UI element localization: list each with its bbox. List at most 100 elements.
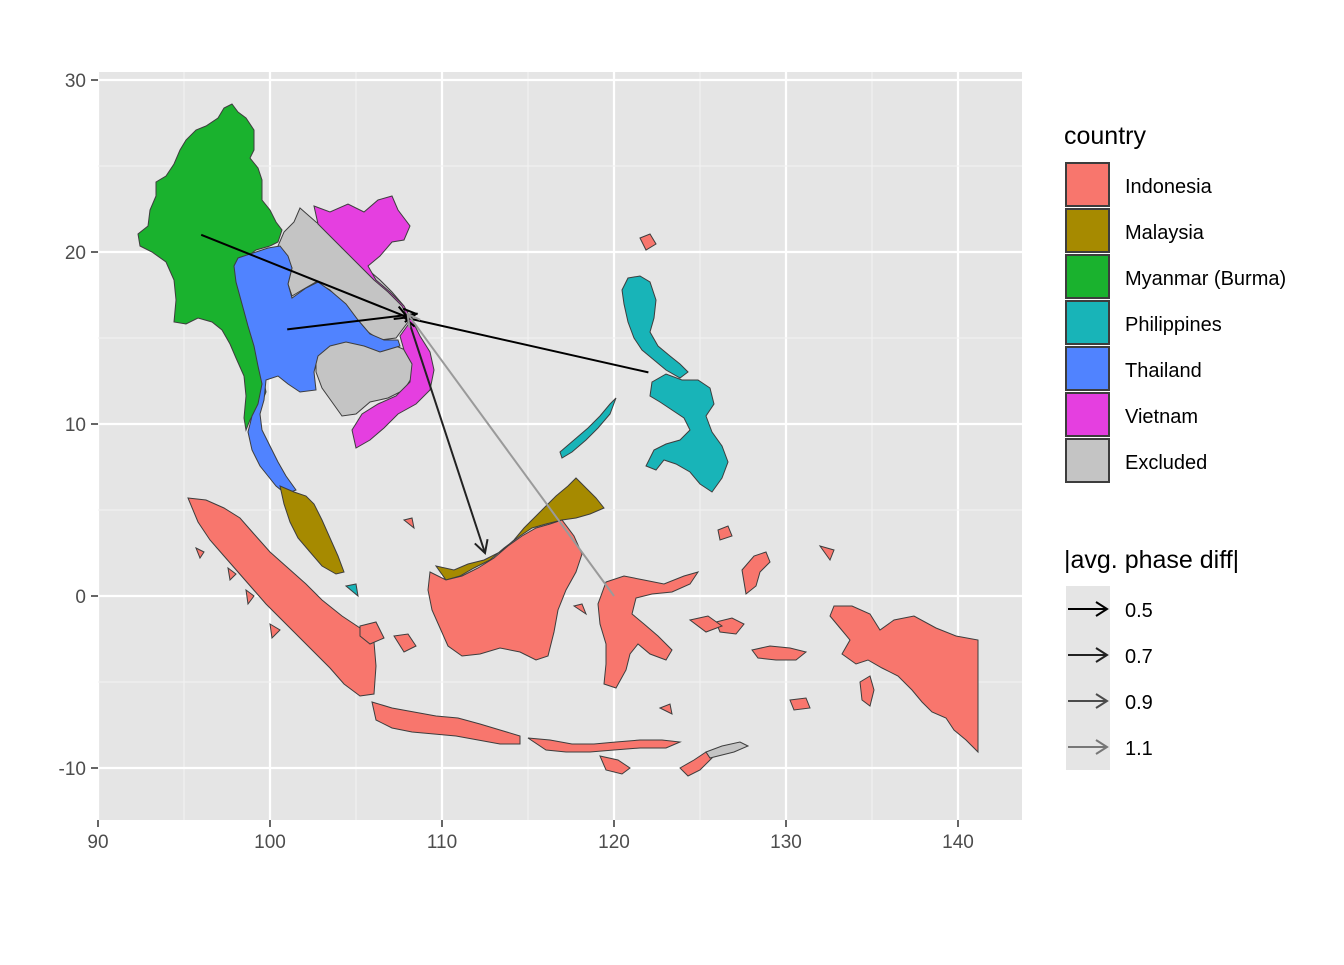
legend-swatch xyxy=(1065,392,1110,437)
x-tick-label: 140 xyxy=(942,832,974,853)
legend-country-item: Thailand xyxy=(1065,346,1202,391)
country-indonesia-papua xyxy=(829,605,979,754)
island-shape xyxy=(195,546,205,560)
legend-arrow-head xyxy=(1095,647,1109,663)
phase-arrow-shaft xyxy=(406,317,486,554)
legend-phase-item: 0.7 xyxy=(1068,646,1153,668)
country-indonesia-sumatra xyxy=(187,497,377,697)
country-thailand xyxy=(233,245,401,495)
x-tick-label: 90 xyxy=(87,832,108,853)
country-indonesia-kalimantan xyxy=(427,519,583,661)
legend-country-label: Myanmar (Burma) xyxy=(1125,268,1286,290)
legend-phase-item: 0.5 xyxy=(1068,600,1153,622)
island-shape xyxy=(688,615,724,633)
island-shape xyxy=(789,697,811,711)
x-tick-label: 110 xyxy=(427,832,457,853)
phase-arrow-head xyxy=(474,539,489,555)
x-axis: 90 100 110 120 130 140 xyxy=(87,820,974,853)
phase-arrow-head xyxy=(402,312,418,328)
phase-arrow xyxy=(406,312,615,597)
island-shape xyxy=(658,703,673,715)
island-shape xyxy=(269,623,281,640)
y-tick-label: 20 xyxy=(65,243,86,264)
legend-phase-background xyxy=(1066,586,1110,770)
phase-arrow-shaft xyxy=(403,316,649,374)
x-tick-label: 100 xyxy=(254,832,286,853)
country-myanmar xyxy=(137,103,283,432)
legend-phase-label: 1.1 xyxy=(1125,738,1153,760)
island-shape xyxy=(359,621,385,645)
phase-arrow-shaft xyxy=(287,312,417,331)
phase-arrow-shaft xyxy=(200,233,408,319)
x-tick-label: 130 xyxy=(770,832,802,853)
x-tick-label: 120 xyxy=(598,832,630,853)
island-shape xyxy=(639,233,657,251)
country-malaysia-peninsula xyxy=(279,485,345,575)
y-axis: -10 0 10 20 30 xyxy=(59,71,98,780)
legend-phase-item: 1.1 xyxy=(1068,738,1153,760)
legend-swatch xyxy=(1065,162,1110,207)
legend-swatch xyxy=(1065,254,1110,299)
legend-country-item: Malaysia xyxy=(1065,208,1205,253)
y-tick-label: 0 xyxy=(75,587,86,608)
legend-country-item: Myanmar (Burma) xyxy=(1065,254,1286,299)
small-islands xyxy=(195,233,835,715)
legend-phase-title: |avg. phase diff| xyxy=(1064,546,1239,574)
legend-swatch xyxy=(1065,208,1110,253)
country-indonesia-aru xyxy=(859,675,875,707)
country-philippines-palawan xyxy=(559,397,617,459)
phase-arrow xyxy=(402,312,649,374)
legend-swatch xyxy=(1065,438,1110,483)
legend-phase: |avg. phase diff| 0.5 0.7 0.9 1.1 xyxy=(1064,546,1239,770)
legend-country: country Indonesia Malaysia Myanmar (Burma)… xyxy=(1064,122,1286,483)
legend-country-item: Vietnam xyxy=(1065,392,1198,437)
country-indonesia-sunda xyxy=(527,737,682,753)
legend-country-label: Excluded xyxy=(1125,452,1207,474)
country-philippines-luzon xyxy=(621,275,689,379)
y-tick-label: 30 xyxy=(65,71,86,92)
phase-arrow-head xyxy=(406,312,421,328)
island-shape xyxy=(245,588,255,606)
country-indonesia-java xyxy=(371,701,521,745)
island-shape xyxy=(717,525,733,541)
legend-phase-label: 0.5 xyxy=(1125,600,1153,622)
legend-arrow-head xyxy=(1095,739,1109,755)
legend-country-title: country xyxy=(1064,122,1146,150)
island-shape xyxy=(227,566,237,582)
y-tick-label: 10 xyxy=(65,415,86,436)
country-indonesia-buru xyxy=(715,617,745,635)
island-shape xyxy=(402,517,415,530)
country-philippines-south xyxy=(645,373,729,493)
country-shapes xyxy=(137,103,979,777)
y-tick-label: -10 xyxy=(59,759,86,780)
legend-country-label: Philippines xyxy=(1125,314,1222,336)
country-excluded-timor-east xyxy=(705,741,750,759)
legend-country-label: Vietnam xyxy=(1125,406,1198,428)
country-indonesia-sulawesi xyxy=(597,571,700,689)
legend-country-label: Indonesia xyxy=(1125,176,1213,198)
country-indonesia-seram xyxy=(751,645,808,661)
country-malaysia-borneo xyxy=(434,477,605,581)
island-shape xyxy=(393,633,417,653)
phase-arrows xyxy=(200,233,649,597)
legend-phase-label: 0.9 xyxy=(1125,692,1153,714)
legend-country-item: Indonesia xyxy=(1065,162,1213,207)
island-shape xyxy=(818,545,835,562)
island-shape xyxy=(572,603,588,616)
legend-phase-item: 0.9 xyxy=(1068,692,1153,714)
country-indonesia-flores-sea xyxy=(599,755,631,775)
legend-swatch xyxy=(1065,346,1110,391)
legend-country-label: Thailand xyxy=(1125,360,1202,382)
legend-arrow-head xyxy=(1095,601,1109,617)
legend-swatch xyxy=(1065,300,1110,345)
legend-phase-label: 0.7 xyxy=(1125,646,1153,668)
legend-country-item: Excluded xyxy=(1065,438,1207,483)
legend-arrow-head xyxy=(1095,693,1109,709)
legend-country-item: Philippines xyxy=(1065,300,1222,345)
island-shape xyxy=(344,583,359,598)
phase-arrow-shaft xyxy=(406,313,615,597)
country-indonesia-halmahera xyxy=(741,551,771,595)
phase-arrow xyxy=(406,317,489,555)
